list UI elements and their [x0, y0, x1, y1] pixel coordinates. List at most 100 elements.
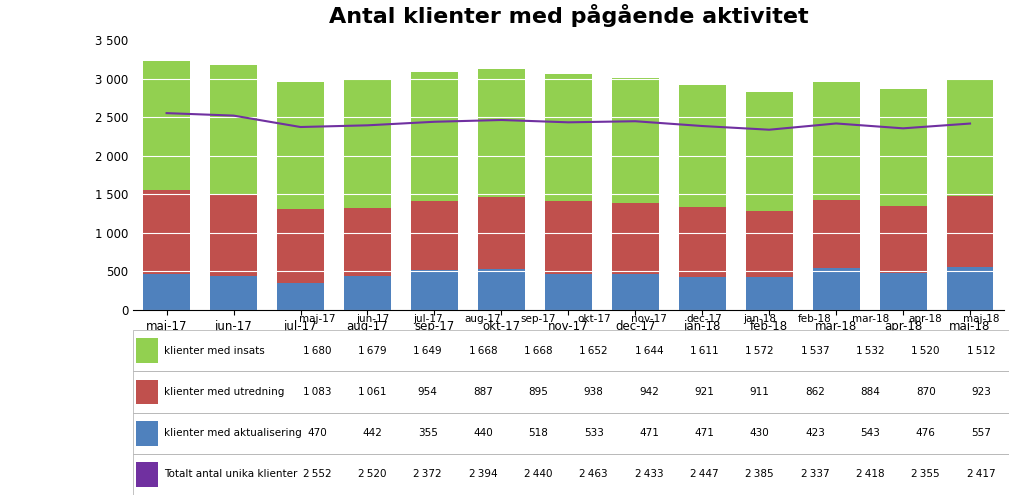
Text: 895: 895 [528, 387, 548, 397]
Bar [278, 82, 324, 209]
Text: 442: 442 [362, 428, 382, 438]
Text: 1 649: 1 649 [414, 346, 442, 356]
Text: 1 644: 1 644 [635, 346, 664, 356]
Title: Antal klienter med pågående aktivitet: Antal klienter med pågående aktivitet [329, 4, 808, 28]
Text: 470: 470 [307, 428, 327, 438]
Text: 1 532: 1 532 [856, 346, 885, 356]
Text: 1 668: 1 668 [469, 346, 498, 356]
Text: 2 417: 2 417 [967, 470, 995, 480]
Text: 2 440: 2 440 [524, 470, 553, 480]
Text: 1 680: 1 680 [303, 346, 332, 356]
Text: apr-18: apr-18 [908, 314, 942, 324]
Text: 440: 440 [473, 428, 493, 438]
Text: 870: 870 [915, 387, 936, 397]
Text: 911: 911 [750, 387, 770, 397]
Text: klienter med utredning: klienter med utredning [165, 387, 285, 397]
Bar [946, 267, 993, 310]
FancyBboxPatch shape [136, 421, 158, 446]
Text: 1 083: 1 083 [303, 387, 332, 397]
Bar [143, 190, 190, 274]
Text: dec-17: dec-17 [686, 314, 722, 324]
Bar [813, 82, 859, 200]
Bar [745, 211, 793, 278]
Text: 884: 884 [860, 387, 881, 397]
FancyBboxPatch shape [133, 454, 1009, 495]
Text: 1 668: 1 668 [524, 346, 553, 356]
Bar [745, 278, 793, 310]
Text: 2 463: 2 463 [580, 470, 608, 480]
Bar [344, 208, 391, 276]
Text: 2 372: 2 372 [414, 470, 442, 480]
Text: 942: 942 [639, 387, 659, 397]
Text: 355: 355 [418, 428, 437, 438]
Bar [545, 274, 592, 310]
Text: 938: 938 [584, 387, 604, 397]
Bar [143, 274, 190, 310]
FancyBboxPatch shape [133, 412, 1009, 454]
Text: sep-17: sep-17 [520, 314, 556, 324]
Text: aug-17: aug-17 [465, 314, 502, 324]
Bar [612, 202, 658, 274]
Bar [612, 274, 658, 310]
Text: 2 385: 2 385 [745, 470, 774, 480]
Bar [745, 92, 793, 211]
Text: maj-18: maj-18 [963, 314, 999, 324]
Bar [478, 269, 525, 310]
Text: klienter med insats: klienter med insats [165, 346, 265, 356]
Text: Totalt antal unika klienter: Totalt antal unika klienter [165, 470, 298, 480]
Text: 2 355: 2 355 [911, 470, 940, 480]
Text: 476: 476 [915, 428, 936, 438]
Text: 2 520: 2 520 [358, 470, 387, 480]
Bar [880, 89, 927, 206]
Bar [210, 64, 257, 194]
Bar [880, 206, 927, 274]
Text: 471: 471 [694, 428, 715, 438]
Bar [946, 196, 993, 267]
FancyBboxPatch shape [133, 330, 1009, 371]
Text: 1 061: 1 061 [358, 387, 387, 397]
Text: jan-18: jan-18 [743, 314, 776, 324]
Bar [478, 69, 525, 196]
Text: jul-17: jul-17 [413, 314, 442, 324]
Bar [679, 206, 726, 277]
Text: 887: 887 [473, 387, 493, 397]
Bar [278, 282, 324, 310]
Text: 1 537: 1 537 [801, 346, 829, 356]
Bar [545, 74, 592, 201]
FancyBboxPatch shape [133, 371, 1009, 412]
Text: 921: 921 [694, 387, 715, 397]
Text: 557: 557 [971, 428, 991, 438]
Text: 2 447: 2 447 [690, 470, 719, 480]
Text: jun-17: jun-17 [355, 314, 389, 324]
Bar [545, 201, 592, 274]
Text: 533: 533 [584, 428, 604, 438]
Bar [143, 60, 190, 190]
Text: nov-17: nov-17 [631, 314, 667, 324]
Bar [210, 194, 257, 276]
Bar [679, 277, 726, 310]
Text: 2 433: 2 433 [635, 470, 664, 480]
FancyBboxPatch shape [136, 338, 158, 363]
Text: 1 520: 1 520 [911, 346, 940, 356]
Text: 471: 471 [639, 428, 659, 438]
Text: mar-18: mar-18 [852, 314, 889, 324]
Bar [411, 201, 458, 270]
Bar [813, 268, 859, 310]
Bar [344, 79, 391, 208]
Bar [813, 200, 859, 268]
Text: 2 552: 2 552 [303, 470, 332, 480]
Bar [411, 72, 458, 201]
Text: 1 652: 1 652 [580, 346, 608, 356]
Text: maj-17: maj-17 [299, 314, 336, 324]
Bar [478, 196, 525, 269]
Bar [946, 79, 993, 196]
Text: 543: 543 [860, 428, 881, 438]
Text: 1 679: 1 679 [358, 346, 387, 356]
Text: klienter med aktualisering: klienter med aktualisering [165, 428, 302, 438]
Bar [278, 209, 324, 282]
FancyBboxPatch shape [136, 462, 158, 487]
Text: 2 418: 2 418 [856, 470, 885, 480]
Text: 430: 430 [750, 428, 770, 438]
Text: okt-17: okt-17 [577, 314, 610, 324]
Text: 423: 423 [805, 428, 825, 438]
